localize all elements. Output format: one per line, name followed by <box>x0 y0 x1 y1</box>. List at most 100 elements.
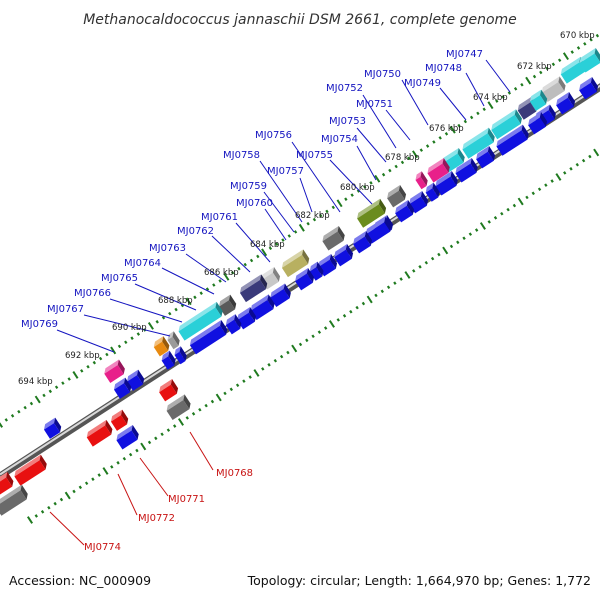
tick-mark <box>418 265 422 269</box>
feature-front-face <box>415 176 427 190</box>
gene-feature[interactable] <box>433 170 460 196</box>
gene-label[interactable]: MJ0760 <box>236 198 273 209</box>
gene-feature[interactable] <box>238 274 270 303</box>
gene-feature[interactable] <box>164 394 192 421</box>
gene-feature[interactable] <box>539 76 567 103</box>
feature-top-face <box>0 471 8 490</box>
gene-label[interactable]: MJ0757 <box>267 166 304 177</box>
gene-label[interactable]: MJ0767 <box>47 304 84 315</box>
gene-feature[interactable] <box>385 185 408 208</box>
gene-label[interactable]: MJ0747 <box>446 49 483 60</box>
gene-feature[interactable] <box>85 419 115 447</box>
feature-top-face <box>166 394 185 411</box>
gene-feature[interactable] <box>217 294 239 316</box>
gene-feature[interactable] <box>332 244 355 267</box>
map-title: Methanocaldococcus jannaschii DSM 2661, … <box>83 12 517 28</box>
tick-mark <box>17 409 21 414</box>
gene-label[interactable]: MJ0753 <box>329 116 366 127</box>
gene-label[interactable]: MJ0758 <box>223 150 260 161</box>
gene-feature[interactable] <box>425 157 452 183</box>
gene-feature[interactable] <box>474 146 497 169</box>
gene-feature[interactable] <box>355 198 388 228</box>
gene-feature[interactable] <box>112 377 134 399</box>
gene-feature[interactable] <box>42 417 64 439</box>
gene-label[interactable]: MJ0763 <box>149 243 186 254</box>
gene-feature[interactable] <box>320 225 347 251</box>
gene-feature[interactable] <box>364 216 394 244</box>
gene-feature[interactable] <box>577 77 600 100</box>
tick-mark <box>98 356 103 361</box>
gene-feature[interactable] <box>248 294 276 321</box>
gene-feature[interactable] <box>268 283 293 307</box>
gene-label[interactable]: MJ0756 <box>255 130 292 141</box>
gene-label[interactable]: MJ0749 <box>404 78 441 89</box>
gene-feature[interactable] <box>413 171 430 190</box>
gene-feature[interactable] <box>12 454 49 486</box>
gene-label[interactable]: MJ0755 <box>296 150 333 161</box>
gene-feature[interactable] <box>159 350 177 370</box>
gene-feature[interactable] <box>489 109 524 140</box>
gene-label[interactable]: MJ0766 <box>74 288 111 299</box>
gene-label[interactable]: MJ0764 <box>124 258 161 269</box>
tick-mark <box>110 465 114 469</box>
gene-label[interactable]: MJ0751 <box>356 99 393 110</box>
gene-feature[interactable] <box>172 346 189 365</box>
gene-label[interactable]: MJ0754 <box>321 134 358 145</box>
gene-feature[interactable] <box>307 261 325 281</box>
feature-side-face <box>558 76 566 92</box>
gene-label[interactable]: MJ0769 <box>21 319 58 330</box>
feature-front-face <box>116 430 138 450</box>
gene-feature[interactable] <box>351 231 374 254</box>
gene-feature[interactable] <box>0 471 16 499</box>
tick-mark <box>287 234 291 238</box>
gene-feature[interactable] <box>109 409 131 431</box>
gene-feature[interactable] <box>528 89 550 111</box>
gene-feature[interactable] <box>526 112 549 135</box>
gene-feature[interactable] <box>125 369 147 391</box>
feature-top-face <box>167 331 174 341</box>
gene-feature[interactable] <box>0 484 30 516</box>
feature-top-face <box>14 454 41 477</box>
feature-top-face <box>318 254 332 268</box>
tick-mark <box>331 205 335 210</box>
gene-label[interactable]: MJ0761 <box>201 212 238 223</box>
gene-feature[interactable] <box>235 307 258 330</box>
gene-feature[interactable] <box>554 92 577 115</box>
feature-side-face <box>432 182 440 198</box>
gene-feature[interactable] <box>460 127 497 159</box>
tick-mark <box>199 291 203 295</box>
tick-mark <box>344 197 348 201</box>
gene-feature[interactable] <box>494 124 531 156</box>
gene-feature[interactable] <box>423 182 441 202</box>
gene-label[interactable]: MJ0771 <box>168 494 205 505</box>
gene-label[interactable]: MJ0772 <box>138 513 175 524</box>
gene-label[interactable]: MJ0768 <box>216 468 253 479</box>
gene-feature[interactable] <box>114 424 141 450</box>
feature-front-face <box>0 477 13 499</box>
gene-feature[interactable] <box>188 320 230 355</box>
gene-label[interactable]: MJ0748 <box>425 63 462 74</box>
tick-mark <box>374 293 378 298</box>
gene-feature[interactable] <box>280 249 312 278</box>
gene-label[interactable]: MJ0762 <box>177 226 214 237</box>
tick-mark <box>581 158 586 163</box>
tick-mark <box>185 297 192 306</box>
gene-feature[interactable] <box>152 336 172 357</box>
gene-label[interactable]: MJ0750 <box>364 69 401 80</box>
gene-label[interactable]: MJ0765 <box>101 273 138 284</box>
tick-mark <box>576 46 581 50</box>
gene-feature[interactable] <box>293 268 316 291</box>
gene-feature[interactable] <box>157 379 180 402</box>
gene-label[interactable]: MJ0752 <box>326 83 363 94</box>
feature-side-face <box>39 454 47 470</box>
gene-label[interactable]: MJ0759 <box>230 181 267 192</box>
feature-top-face <box>104 359 119 374</box>
kbp-label: 684 kbp <box>250 240 285 250</box>
gene-feature[interactable] <box>453 157 480 183</box>
gene-label[interactable]: MJ0774 <box>84 542 121 553</box>
gene-feature[interactable] <box>224 314 244 335</box>
gene-feature[interactable] <box>393 200 416 223</box>
gene-feature[interactable] <box>176 301 224 341</box>
gene-feature[interactable] <box>165 331 182 350</box>
gene-feature[interactable] <box>102 359 127 383</box>
